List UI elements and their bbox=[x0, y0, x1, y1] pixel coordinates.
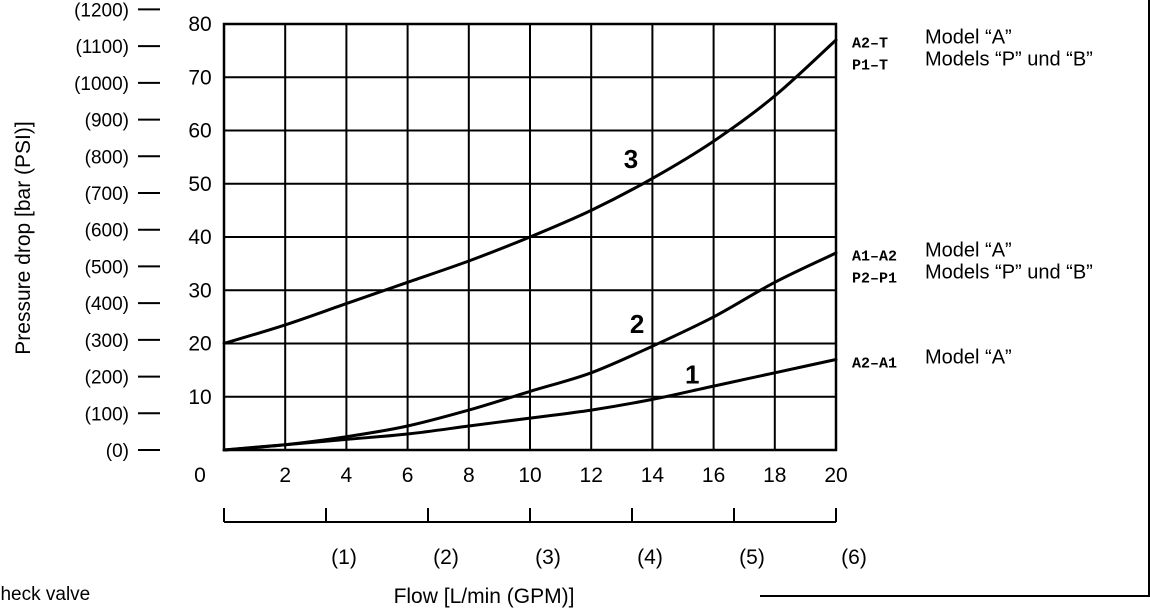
legend-code: P1–T bbox=[852, 58, 888, 75]
psi-tick-label: (100) bbox=[85, 404, 129, 425]
gpm-tick-label: (4) bbox=[637, 546, 663, 569]
gpm-axis: (1) (2) (3) (4) (5) (6) bbox=[223, 508, 867, 569]
series-line-2 bbox=[222, 251, 838, 452]
psi-tick-label: (700) bbox=[85, 184, 129, 205]
x-tick-label: 14 bbox=[641, 464, 665, 487]
x-tick-label: 16 bbox=[702, 464, 725, 487]
clipped-caption: e of check valve bbox=[0, 584, 91, 605]
psi-tick-label: (900) bbox=[85, 111, 129, 132]
curve-labels: 3 2 1 bbox=[624, 144, 700, 390]
psi-tick-label: (1100) bbox=[75, 37, 129, 58]
legend-description: Model “A” bbox=[925, 346, 1012, 368]
psi-tick-label: (600) bbox=[85, 221, 129, 242]
x-tick-label: 2 bbox=[279, 464, 291, 487]
gpm-tick-label: (6) bbox=[841, 546, 867, 569]
x-tick-label: 12 bbox=[580, 464, 603, 487]
psi-tick-label: (800) bbox=[85, 147, 129, 168]
x-tick-label: 6 bbox=[402, 464, 414, 487]
psi-tick-label: (400) bbox=[85, 294, 129, 315]
x-tick-label: 10 bbox=[518, 464, 541, 487]
chart-grid bbox=[222, 22, 838, 452]
page-frame-right bbox=[1148, 0, 1150, 596]
y-axis-label: Pressure drop [bar (PSI)] bbox=[12, 121, 35, 354]
legend-description: Models “P” und “B” bbox=[925, 49, 1093, 71]
series-line-3 bbox=[222, 38, 838, 345]
y-tick-label: 40 bbox=[188, 226, 211, 249]
page-frame-bottom bbox=[760, 595, 1150, 597]
legend-description: Model “A” bbox=[925, 27, 1012, 49]
y-tick-label: 70 bbox=[188, 66, 211, 89]
gpm-tick-label: (5) bbox=[739, 546, 765, 569]
legend-code: A1–A2 bbox=[852, 249, 897, 266]
y-tick-label: 60 bbox=[188, 120, 211, 143]
legend-description: Model “A” bbox=[925, 240, 1012, 262]
y-tick-label: 80 bbox=[188, 13, 211, 36]
psi-tick-label: (500) bbox=[85, 257, 129, 278]
y-tick-label: 10 bbox=[188, 386, 211, 409]
gpm-tick-label: (3) bbox=[535, 546, 561, 569]
curve-label: 2 bbox=[630, 309, 644, 339]
psi-tick-label: (1000) bbox=[74, 74, 129, 95]
x-tick-label: 0 bbox=[194, 464, 206, 487]
x-tick-label: 20 bbox=[824, 464, 847, 487]
series-lines bbox=[222, 38, 838, 452]
y-tick-label: 20 bbox=[188, 333, 211, 356]
y-tick-label: 30 bbox=[188, 279, 211, 302]
psi-axis: (0) (100) (200) (300) (400) (500) (600) (700) (8… bbox=[74, 0, 160, 462]
psi-tick-label: (1200) bbox=[74, 0, 129, 21]
psi-tick-label: (200) bbox=[85, 368, 129, 389]
curve-label: 1 bbox=[685, 359, 699, 389]
plot-frame bbox=[222, 22, 838, 452]
x-tick-label: 4 bbox=[341, 464, 353, 487]
psi-tick-label: (300) bbox=[85, 331, 129, 352]
gpm-tick-label: (1) bbox=[331, 546, 357, 569]
legend-code: A2–T bbox=[852, 36, 888, 53]
legend-code: P2–P1 bbox=[852, 271, 897, 288]
x-axis-label: Flow [L/min (GPM)] bbox=[394, 585, 575, 608]
curve-label: 3 bbox=[624, 144, 638, 174]
x-axis-ticks: 0 2 4 6 8 10 12 14 16 18 20 bbox=[194, 464, 848, 487]
legend: A2–T Model “A” P1–T Models “P” und “B” A1–A2… bbox=[852, 27, 1093, 373]
x-tick-label: 18 bbox=[763, 464, 786, 487]
psi-tick-label: (0) bbox=[106, 441, 129, 462]
legend-description: Models “P” und “B” bbox=[925, 262, 1093, 284]
y-tick-label: 50 bbox=[188, 173, 211, 196]
series-line-1 bbox=[222, 358, 838, 452]
x-tick-label: 8 bbox=[463, 464, 475, 487]
y-axis-ticks: 10 20 30 40 50 60 70 80 bbox=[188, 13, 211, 409]
legend-code: A2–A1 bbox=[852, 355, 897, 372]
gpm-tick-label: (2) bbox=[433, 546, 459, 569]
